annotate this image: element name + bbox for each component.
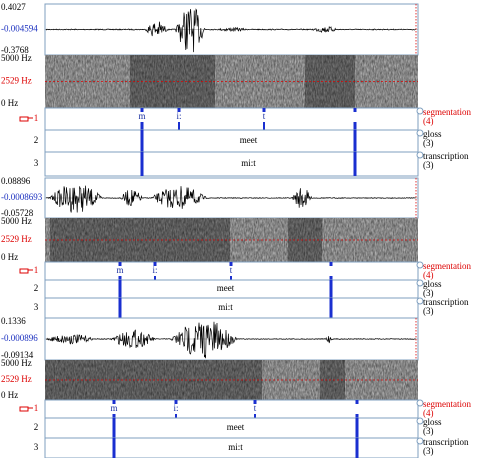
- tier-number: 3: [34, 158, 39, 168]
- tier-handle: [416, 151, 424, 159]
- waveform: [45, 185, 416, 213]
- tier-name: transcription: [423, 151, 469, 161]
- spectrogram-noise: [45, 360, 418, 400]
- tier-number: 1: [34, 265, 39, 275]
- waveform-min: -0.3768: [1, 45, 29, 55]
- tier-count: (3): [423, 426, 434, 436]
- tier-name: gloss: [423, 129, 442, 139]
- waveform: [45, 8, 416, 53]
- interval-label: mi:t: [241, 158, 256, 168]
- tier-number: 1: [34, 113, 39, 123]
- tier: [44, 129, 419, 153]
- tier-handle: [416, 261, 424, 269]
- hand-icon: [19, 268, 33, 274]
- spectrogram-cursor: 2529 Hz: [1, 234, 32, 244]
- waveform-mid: -0.000896: [1, 333, 38, 343]
- tier-name: transcription: [423, 437, 469, 447]
- segment-label: t: [254, 403, 257, 413]
- spectrogram-cursor: 2529 Hz: [1, 76, 32, 86]
- waveform-min: -0.09134: [1, 350, 34, 360]
- tier: [44, 107, 419, 131]
- segment-label: t: [263, 111, 266, 121]
- tier-number: 1: [34, 403, 39, 413]
- tier-count: (3): [423, 288, 434, 298]
- spectrogram-min: 0 Hz: [1, 98, 18, 108]
- tier: [44, 151, 419, 177]
- tier-handle: [416, 297, 424, 305]
- hand-icon: [19, 116, 33, 122]
- spectrogram-cursor: 2529 Hz: [1, 374, 32, 384]
- interval-label: meet: [227, 422, 245, 432]
- tier-count: (3): [423, 138, 434, 148]
- tier-name: gloss: [423, 279, 442, 289]
- tier-name: segmentation: [423, 107, 471, 117]
- tier-number: 2: [34, 135, 39, 145]
- tier-count: (4): [423, 408, 434, 418]
- segment-label: m: [138, 111, 145, 121]
- waveform: [45, 321, 416, 359]
- tier-count: (3): [423, 446, 434, 456]
- tier: [44, 437, 419, 458]
- waveform-mid: -0.0008693: [1, 192, 43, 202]
- segment-label: t: [230, 265, 233, 275]
- segment-label: i:: [176, 111, 181, 121]
- spectrogram-noise: [45, 55, 418, 108]
- interval-label: mi:t: [218, 302, 233, 312]
- tier: [44, 399, 419, 419]
- tier-count: (4): [423, 270, 434, 280]
- waveform-max: 0.08896: [1, 176, 31, 186]
- segment-label: m: [110, 403, 117, 413]
- spectrogram-max: 5000 Hz: [1, 358, 32, 368]
- segment-label: m: [116, 265, 123, 275]
- waveform-mid: -0.004594: [1, 24, 38, 34]
- tier-name: segmentation: [423, 399, 471, 409]
- waveform-min: -0.05728: [1, 208, 34, 218]
- tier-name: segmentation: [423, 261, 471, 271]
- interval-label: mi:t: [228, 442, 243, 452]
- tier-count: (4): [423, 116, 434, 126]
- spectrogram-min: 0 Hz: [1, 252, 18, 262]
- hand-icon: [19, 406, 33, 412]
- spectrogram-noise: [45, 218, 418, 262]
- spectrogram-max: 5000 Hz: [1, 216, 32, 226]
- tier-handle: [416, 107, 424, 115]
- tier-number: 2: [34, 422, 39, 432]
- tier-handle: [416, 279, 424, 287]
- segment-label: i:: [173, 403, 178, 413]
- segment-label: i:: [152, 265, 157, 275]
- tier-handle: [416, 399, 424, 407]
- interval-label: meet: [217, 283, 235, 293]
- tier-name: transcription: [423, 297, 469, 307]
- tier-handle: [416, 437, 424, 445]
- tier-handle: [416, 129, 424, 137]
- tier-number: 3: [34, 302, 39, 312]
- tier-handle: [416, 417, 424, 425]
- tier-count: (3): [423, 306, 434, 316]
- waveform-max: 0.1336: [1, 316, 26, 326]
- spectrogram-min: 0 Hz: [1, 390, 18, 400]
- tier-count: (3): [423, 160, 434, 170]
- waveform-max: 0.4027: [1, 2, 26, 12]
- tier-name: gloss: [423, 417, 442, 427]
- spectrogram-max: 5000 Hz: [1, 53, 32, 63]
- tier-number: 2: [34, 283, 39, 293]
- tier-number: 3: [34, 442, 39, 452]
- interval-label: meet: [240, 135, 258, 145]
